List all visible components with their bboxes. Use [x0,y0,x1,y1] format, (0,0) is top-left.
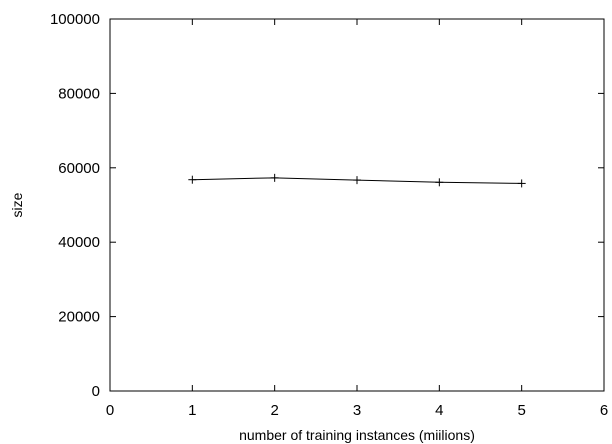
y-tick-label: 20000 [58,309,100,326]
x-tick-label: 4 [435,402,443,419]
data-point-marker [353,176,361,185]
x-tick-label: 3 [353,402,361,419]
y-tick-label: 60000 [58,160,100,177]
x-tick-label: 1 [188,402,196,419]
y-tick-label: 80000 [58,85,100,102]
x-tick-label: 5 [517,402,525,419]
plot-frame [109,18,605,392]
data-point-marker [188,175,197,184]
y-tick-label: 0 [92,383,100,400]
x-axis-ticks: 0 1 2 3 4 5 6 [106,19,608,419]
y-axis-label: size [9,192,25,217]
data-point-marker [517,179,526,188]
x-axis-label: number of training instances (miilions) [239,427,475,443]
y-tick-label: 40000 [58,234,100,251]
y-tick-label: 100000 [50,11,100,28]
data-point-marker [270,173,279,182]
x-tick-label: 0 [106,402,114,419]
data-point-marker [435,178,444,187]
x-tick-label: 2 [270,402,278,419]
series-group [188,173,526,188]
y-axis-ticks: 0 20000 40000 60000 80000 100000 [50,11,604,400]
x-tick-label: 6 [600,402,608,419]
